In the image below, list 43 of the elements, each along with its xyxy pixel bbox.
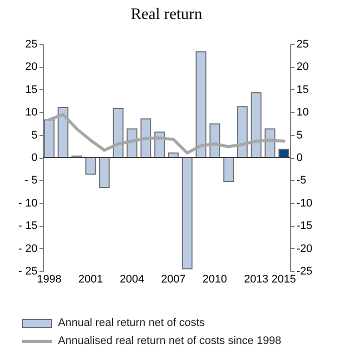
y2-tick-label: -10 bbox=[296, 197, 312, 210]
line-series bbox=[48, 112, 286, 154]
y-tick-label: - 10 bbox=[18, 197, 38, 210]
legend-label: Annual real return net of costs bbox=[58, 317, 205, 329]
y-tick-label: - 5 bbox=[24, 174, 38, 187]
y2-tick-label: 10 bbox=[296, 106, 309, 119]
bar bbox=[250, 92, 262, 158]
y-tick-label: 10 bbox=[25, 106, 38, 119]
bar bbox=[58, 107, 68, 158]
y2-tick-label: -15 bbox=[296, 220, 312, 232]
y2-tick-label: 15 bbox=[296, 84, 309, 96]
x-tick-label: 2015 bbox=[272, 274, 296, 286]
bar bbox=[182, 157, 193, 270]
y2-tick-label: 5 bbox=[296, 129, 303, 142]
y-tick-label: 15 bbox=[25, 84, 38, 96]
y-tick-label: 20 bbox=[25, 61, 38, 74]
y-tick-label: - 25 bbox=[18, 266, 38, 278]
y-tick-label: 5 bbox=[31, 129, 38, 142]
bar bbox=[85, 157, 96, 175]
y2-tick-label: 20 bbox=[296, 61, 309, 74]
bar bbox=[196, 51, 206, 158]
y2-tick-label: -25 bbox=[296, 266, 312, 278]
y2-tick-label: 25 bbox=[296, 38, 309, 50]
y2-tick-label: 0 bbox=[296, 152, 303, 164]
y2-tick-label: -20 bbox=[296, 242, 312, 255]
x-tick-label: 2007 bbox=[161, 274, 186, 286]
x-tick-label: 2001 bbox=[78, 274, 103, 286]
bar bbox=[223, 157, 234, 182]
x-tick-label: 2010 bbox=[202, 274, 228, 286]
x-tick-label: 1998 bbox=[36, 274, 62, 286]
bar bbox=[237, 106, 248, 158]
bar bbox=[44, 119, 55, 158]
bar bbox=[99, 157, 110, 188]
bar bbox=[112, 108, 124, 158]
y-tick-label: 0 bbox=[31, 152, 38, 164]
x-tick-label: 2004 bbox=[120, 274, 144, 286]
y2-tick-label: -5 bbox=[296, 174, 306, 187]
legend-label: Annualised real return net of costs since 1998 bbox=[58, 335, 282, 347]
y-tick-label: - 15 bbox=[18, 220, 38, 232]
x-tick-label: 2013 bbox=[244, 274, 268, 286]
chart-title: Real return bbox=[130, 6, 202, 23]
y-tick-label: - 20 bbox=[18, 242, 38, 255]
y-tick-label: 25 bbox=[25, 38, 38, 50]
